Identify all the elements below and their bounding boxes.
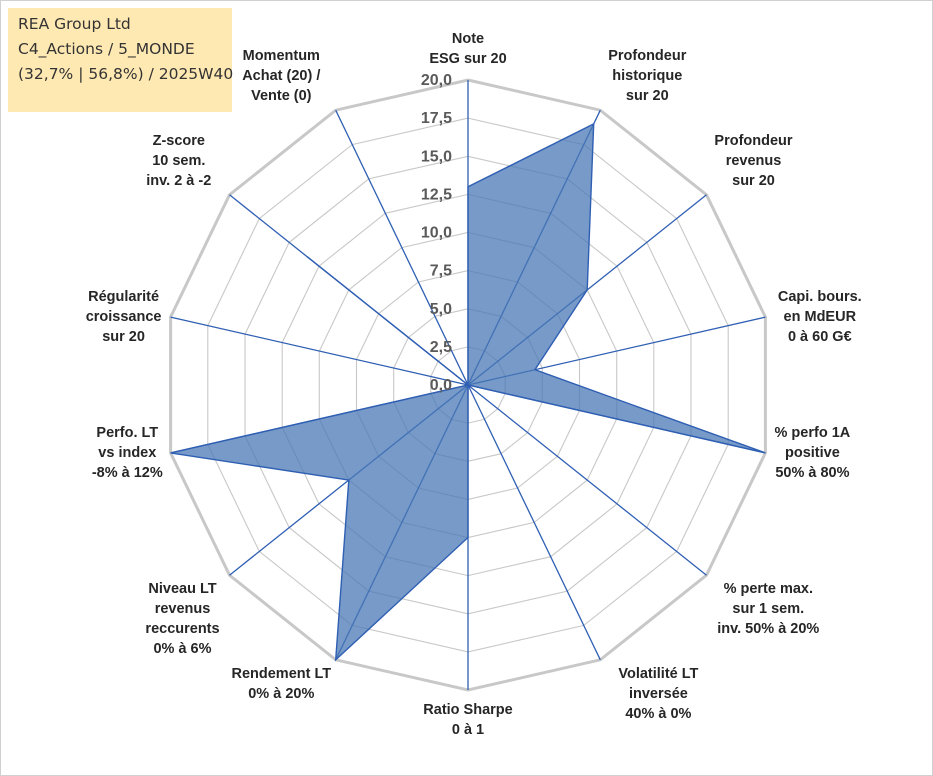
axis-label: Z-score 10 sem. inv. 2 à -2 [146,133,211,189]
axis-label-line: positive [785,445,840,461]
axis-label-line: Niveau LT [148,581,216,597]
axis-label-line: inv. 2 à -2 [146,173,211,189]
axis-label-line: ESG sur 20 [429,51,506,67]
axis-label-line: 0% à 20% [248,686,314,702]
axis-label-line: vs index [98,445,156,461]
axis-label-line: 0 à 60 G€ [788,329,852,345]
axis-label-line: sur 20 [626,88,669,104]
tick-label: 15,0 [421,148,452,165]
axis-label-line: Note [452,31,484,47]
axis-label-line: inversée [629,686,688,702]
axis-label-line: 50% à 80% [775,465,849,481]
tick-label: 20,0 [421,72,452,89]
axis-label-line: Vente (0) [251,88,312,104]
tick-label: 7,5 [430,263,452,280]
axis-label: Ratio Sharpe 0 à 1 [423,702,512,738]
axis-label-line: Rendement LT [231,666,331,682]
axis-label-line: sur 1 sem. [732,601,804,617]
axis-label-line: croissance [86,309,162,325]
axis-label: Profondeur historique sur 20 [608,48,686,104]
axis-label: % perte max. sur 1 sem. inv. 50% à 20% [717,581,819,637]
axis-label-line: Perfo. LT [96,425,158,441]
axis-label-line: Z-score [153,133,205,149]
axis-label-line: sur 20 [102,329,145,345]
radar-tick-labels: 0,0 2,5 5,0 7,5 10,0 12,5 15,0 17,5 20,0 [421,72,452,394]
axis-label-line: en MdEUR [784,309,857,325]
axis-label-line: Ratio Sharpe [423,702,512,718]
axis-label-line: revenus [155,601,211,617]
axis-label: Rendement LT 0% à 20% [231,666,331,702]
title-line-stats: (32,7% | 56,8%) / 2025W40 [18,65,234,83]
tick-label: 12,5 [421,186,452,203]
tick-label: 0,0 [430,377,452,394]
axis-spoke [467,384,601,661]
axis-label-line: Profondeur [608,48,686,64]
axis-label-line: inv. 50% à 20% [717,621,819,637]
axis-label-line: Momentum [243,48,320,64]
axis-label-line: 0 à 1 [452,722,484,738]
tick-label: 5,0 [430,301,452,318]
axis-label: Niveau LT revenus reccurents 0% à 6% [145,581,219,657]
axis-label-line: 40% à 0% [625,706,691,722]
axis-label-line: reccurents [145,621,219,637]
axis-label-line: Achat (20) / [242,68,320,84]
title-line-category: C4_Actions / 5_MONDE [18,40,195,58]
axis-label: % perfo 1A positive 50% à 80% [775,425,851,481]
axis-label-line: historique [612,68,682,84]
axis-label-line: Capi. bours. [778,289,862,305]
axis-spoke [170,316,469,386]
chart-title-box: REA Group Ltd C4_Actions / 5_MONDE (32,7… [8,8,234,112]
axis-label: Note ESG sur 20 [429,31,506,67]
axis-label: Volatilité LT inversée 40% à 0% [618,666,698,722]
axis-label: Capi. bours. en MdEUR 0 à 60 G€ [778,289,862,345]
axis-label: Régularité croissance sur 20 [86,289,162,345]
radar-series [170,122,766,662]
axis-label-line: revenus [726,153,782,169]
axis-spoke [467,384,707,576]
axis-label: Momentum Achat (20) / Vente (0) [242,48,320,104]
axis-label: Profondeur revenus sur 20 [714,133,792,189]
axis-spoke [335,109,469,386]
axis-label-line: % perte max. [724,581,813,597]
axis-label-line: sur 20 [732,173,775,189]
axis-label-line: Volatilité LT [618,666,698,682]
title-line-company: REA Group Ltd [18,15,131,33]
axis-label-line: 0% à 6% [153,641,211,657]
tick-label: 17,5 [421,110,452,127]
radar-axis-labels: Note ESG sur 20 Profondeur historique sur 20… [86,31,862,738]
series-area [170,122,766,662]
axis-label-line: Régularité [88,289,159,305]
axis-label-line: % perfo 1A [775,425,851,441]
axis-label: Perfo. LT vs index -8% à 12% [92,425,163,481]
axis-label-line: -8% à 12% [92,465,163,481]
tick-label: 2,5 [430,339,452,356]
axis-label-line: Profondeur [714,133,792,149]
tick-label: 10,0 [421,225,452,242]
axis-label-line: 10 sem. [152,153,205,169]
